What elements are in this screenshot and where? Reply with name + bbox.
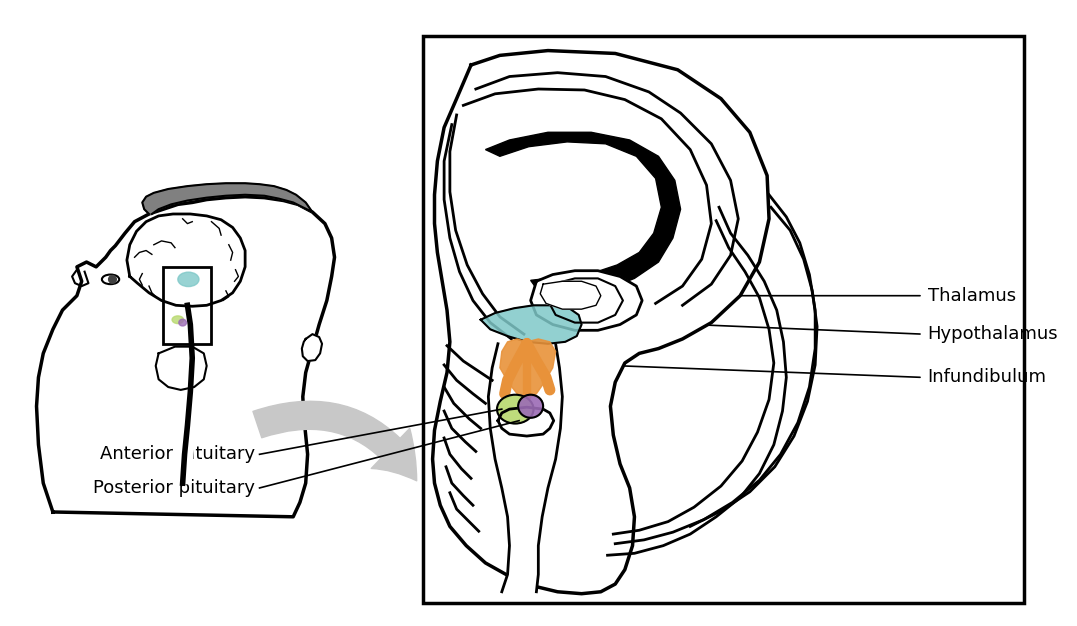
Polygon shape: [127, 214, 246, 306]
Polygon shape: [480, 305, 582, 344]
Ellipse shape: [496, 395, 533, 424]
Circle shape: [109, 275, 116, 283]
Text: Anterior pituitary: Anterior pituitary: [99, 445, 255, 463]
Ellipse shape: [172, 316, 183, 324]
FancyArrowPatch shape: [253, 401, 417, 481]
Ellipse shape: [102, 275, 120, 284]
Polygon shape: [488, 344, 562, 592]
Polygon shape: [156, 347, 207, 390]
Text: Hypothalamus: Hypothalamus: [927, 325, 1059, 343]
Polygon shape: [500, 339, 556, 399]
Ellipse shape: [518, 395, 543, 418]
Bar: [423, 36, 1024, 603]
Ellipse shape: [178, 272, 199, 287]
Polygon shape: [302, 334, 322, 361]
Polygon shape: [433, 51, 769, 593]
Text: Posterior pituitary: Posterior pituitary: [93, 479, 255, 497]
Polygon shape: [37, 197, 335, 517]
Polygon shape: [486, 132, 681, 297]
Ellipse shape: [179, 319, 186, 326]
Text: Infundibulum: Infundibulum: [927, 369, 1047, 386]
Polygon shape: [531, 270, 642, 331]
Text: Thalamus: Thalamus: [927, 287, 1016, 305]
Polygon shape: [142, 183, 312, 214]
Bar: [164, 267, 211, 344]
Polygon shape: [541, 281, 601, 309]
Polygon shape: [498, 407, 554, 436]
